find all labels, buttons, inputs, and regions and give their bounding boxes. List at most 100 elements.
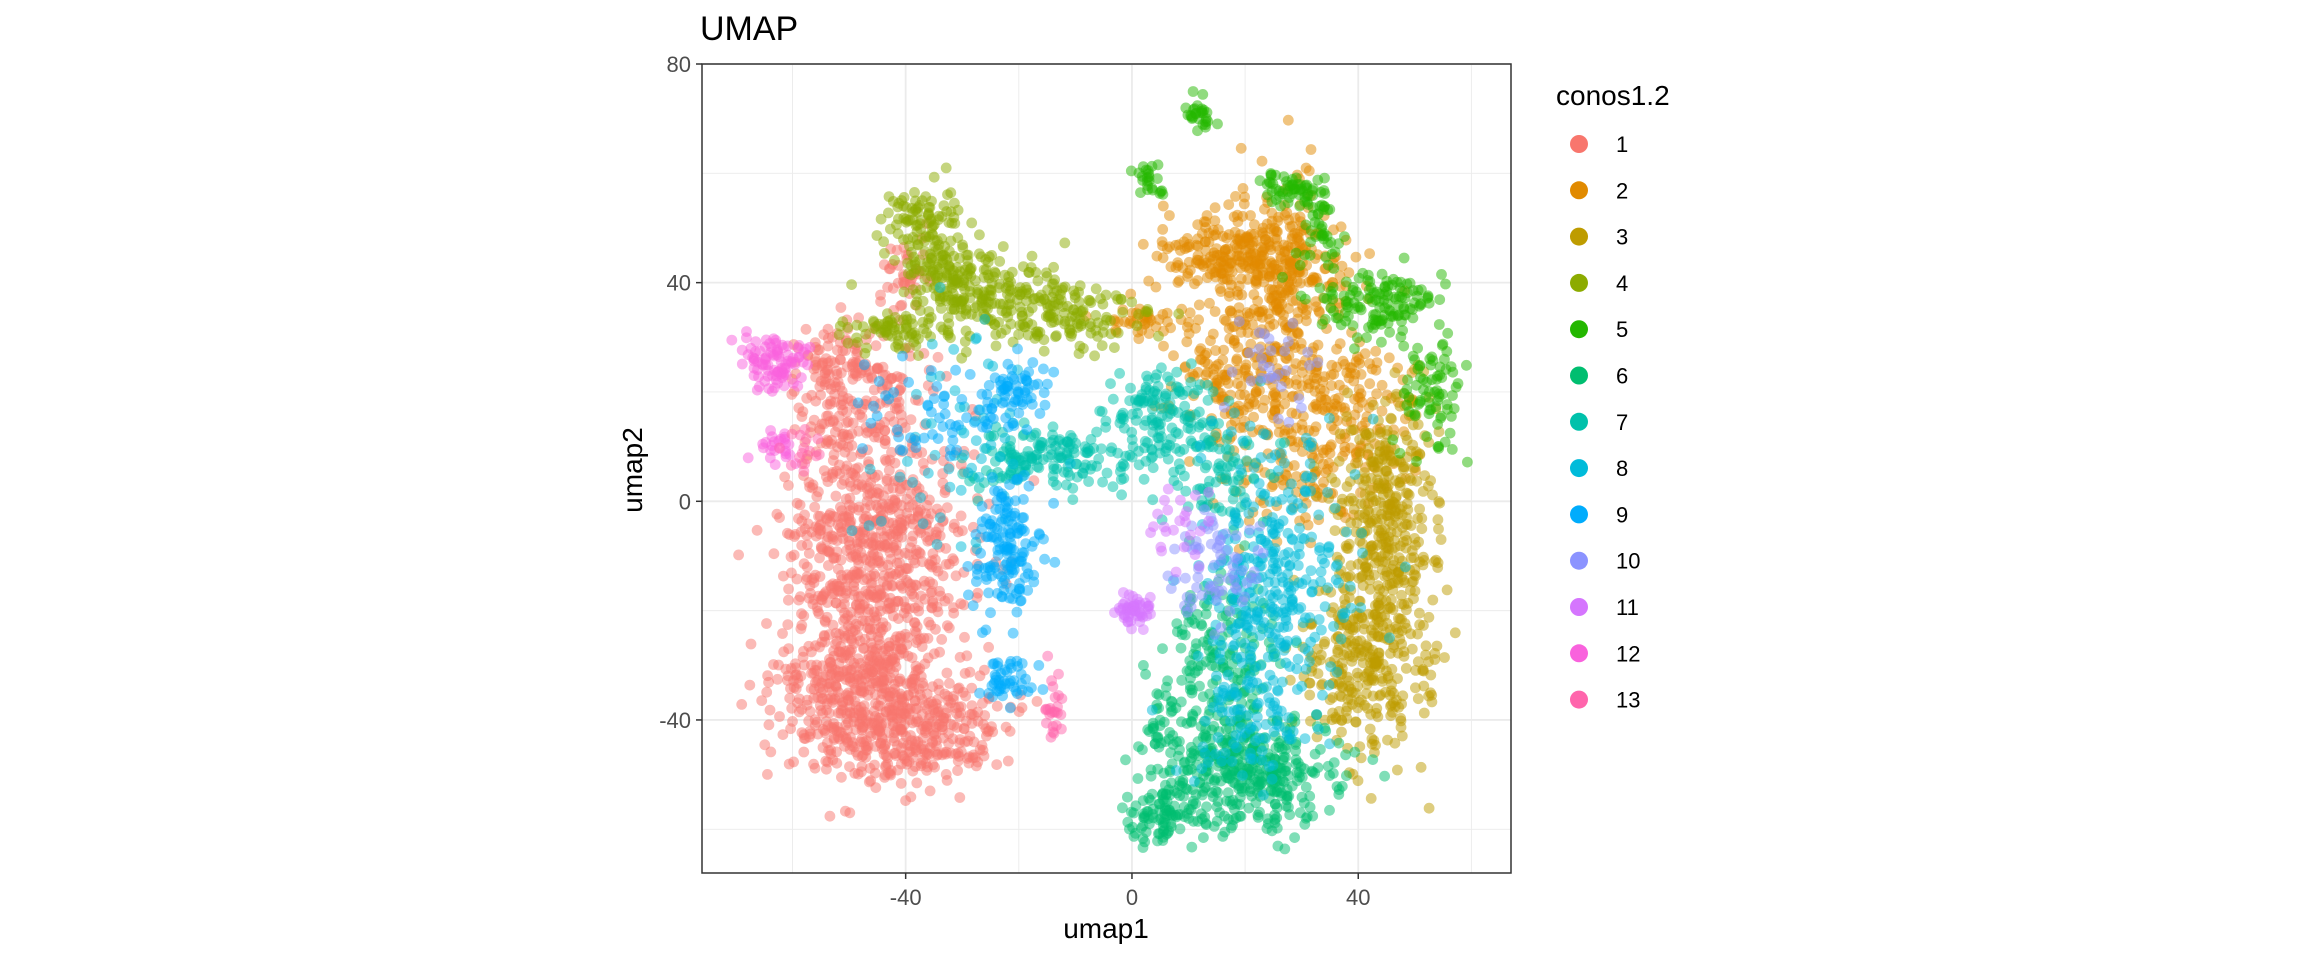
point-cluster-5 [1158, 189, 1169, 200]
point-cluster-2 [1232, 378, 1243, 389]
point-cluster-2 [1276, 253, 1287, 264]
point-cluster-2 [1192, 275, 1203, 286]
point-cluster-5 [1415, 360, 1426, 371]
point-cluster-6 [1315, 744, 1326, 755]
point-cluster-1 [916, 758, 927, 769]
point-cluster-6 [1280, 752, 1291, 763]
point-cluster-1 [817, 708, 828, 719]
point-cluster-3 [1397, 731, 1408, 742]
point-cluster-4 [919, 265, 930, 276]
point-cluster-5 [1384, 327, 1395, 338]
point-cluster-3 [1409, 552, 1420, 563]
point-cluster-1 [814, 344, 825, 355]
point-cluster-2 [1290, 213, 1301, 224]
point-cluster-4 [1091, 283, 1102, 294]
point-cluster-3 [1347, 656, 1358, 667]
point-cluster-1 [807, 483, 818, 494]
point-cluster-1 [960, 668, 971, 679]
point-cluster-1 [924, 713, 935, 724]
point-cluster-4 [1098, 299, 1109, 310]
point-cluster-6 [1349, 747, 1360, 758]
point-cluster-4 [1006, 319, 1017, 330]
point-cluster-1 [873, 432, 884, 443]
point-cluster-2 [1168, 350, 1179, 361]
point-cluster-1 [861, 428, 872, 439]
point-cluster-2 [1158, 252, 1169, 263]
point-cluster-4 [962, 261, 973, 272]
point-cluster-4 [883, 317, 894, 328]
point-cluster-1 [810, 677, 821, 688]
point-cluster-3 [1336, 715, 1347, 726]
point-cluster-3 [1391, 624, 1402, 635]
point-cluster-1 [913, 665, 924, 676]
point-cluster-1 [889, 679, 900, 690]
point-cluster-1 [897, 583, 908, 594]
point-cluster-1 [786, 703, 797, 714]
point-cluster-2 [1318, 448, 1329, 459]
point-cluster-6 [1201, 609, 1212, 620]
point-cluster-4 [1173, 308, 1184, 319]
point-cluster-3 [1382, 735, 1393, 746]
point-cluster-4 [912, 234, 923, 245]
point-cluster-1 [1005, 726, 1016, 737]
point-cluster-6 [1323, 761, 1334, 772]
point-cluster-3 [1450, 627, 1461, 638]
point-cluster-1 [825, 811, 836, 822]
point-cluster-1 [960, 691, 971, 702]
point-cluster-1 [900, 795, 911, 806]
point-cluster-6 [1231, 813, 1242, 824]
point-cluster-1 [972, 588, 983, 599]
point-cluster-1 [865, 763, 876, 774]
point-cluster-3 [1385, 648, 1396, 659]
point-cluster-5 [1363, 270, 1374, 281]
point-cluster-1 [803, 716, 814, 727]
point-cluster-3 [1343, 496, 1354, 507]
point-cluster-4 [1070, 292, 1081, 303]
point-cluster-1 [961, 650, 972, 661]
point-cluster-1 [986, 721, 997, 732]
point-cluster-1 [911, 627, 922, 638]
point-cluster-4 [1142, 304, 1153, 315]
point-cluster-2 [1157, 224, 1168, 235]
point-cluster-1 [907, 766, 918, 777]
point-cluster-1 [946, 748, 957, 759]
point-cluster-2 [1143, 276, 1154, 287]
point-cluster-1 [846, 691, 857, 702]
point-cluster-5 [1307, 185, 1318, 196]
point-cluster-7 [1108, 481, 1119, 492]
point-cluster-3 [1413, 537, 1424, 548]
point-cluster-3 [1355, 635, 1366, 646]
point-cluster-1 [855, 658, 866, 669]
point-cluster-1 [817, 419, 828, 430]
point-cluster-5 [1447, 390, 1458, 401]
point-cluster-1 [923, 617, 934, 628]
point-cluster-1 [837, 405, 848, 416]
point-cluster-4 [1013, 329, 1024, 340]
point-cluster-1 [949, 555, 960, 566]
point-cluster-1 [761, 618, 772, 629]
point-cluster-1 [796, 623, 807, 634]
point-cluster-2 [1356, 369, 1367, 380]
point-cluster-1 [835, 354, 846, 365]
point-cluster-2 [1252, 256, 1263, 267]
point-cluster-3 [1433, 496, 1444, 507]
point-cluster-1 [798, 646, 809, 657]
point-cluster-5 [1349, 343, 1360, 354]
point-cluster-5 [1434, 294, 1445, 305]
point-cluster-5 [1379, 302, 1390, 313]
point-cluster-6 [1120, 754, 1131, 765]
point-cluster-5 [1433, 441, 1444, 452]
point-cluster-1 [877, 561, 888, 572]
point-cluster-5 [1387, 434, 1398, 445]
point-cluster-1 [848, 502, 859, 513]
point-cluster-6 [1341, 770, 1352, 781]
point-cluster-2 [1313, 340, 1324, 351]
point-cluster-1 [928, 759, 939, 770]
point-cluster-2 [1179, 236, 1190, 247]
point-cluster-2 [1326, 402, 1337, 413]
point-cluster-2 [1205, 335, 1216, 346]
point-cluster-5 [1374, 316, 1385, 327]
point-cluster-6 [1226, 823, 1237, 834]
point-cluster-3 [1342, 481, 1353, 492]
point-cluster-1 [823, 476, 834, 487]
